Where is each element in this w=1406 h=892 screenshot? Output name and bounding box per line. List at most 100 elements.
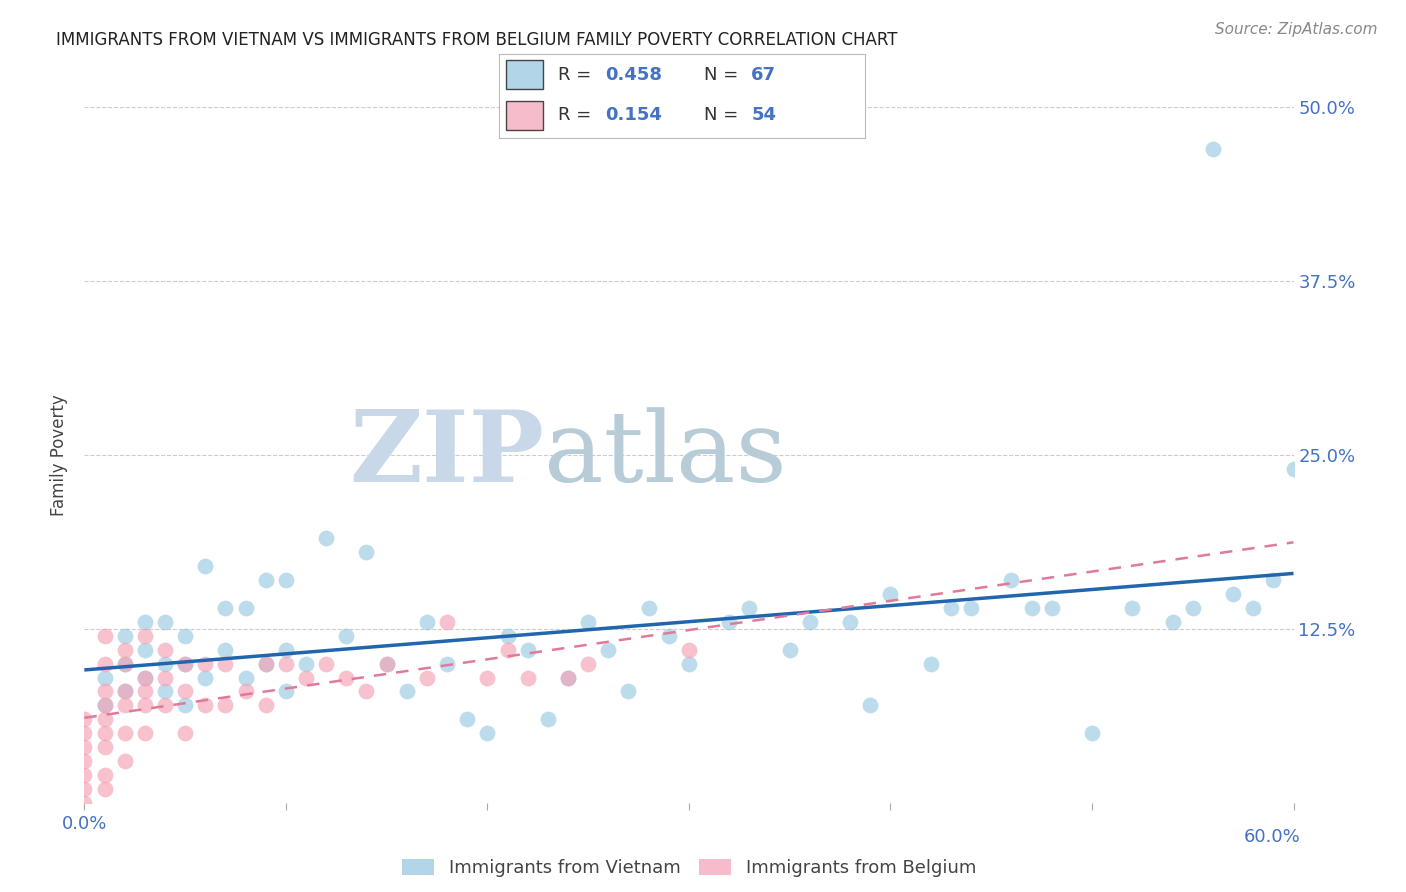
- Point: [93, 629, 115, 643]
- Point: [295, 657, 318, 671]
- Point: [153, 698, 176, 713]
- Point: [516, 671, 538, 685]
- Point: [114, 657, 136, 671]
- Point: [93, 657, 115, 671]
- Text: R =: R =: [558, 66, 596, 84]
- Point: [174, 684, 197, 698]
- Point: [134, 629, 156, 643]
- Point: [114, 642, 136, 657]
- Point: [114, 629, 136, 643]
- Point: [134, 671, 156, 685]
- Point: [436, 657, 458, 671]
- Point: [718, 615, 741, 629]
- Point: [1081, 726, 1104, 740]
- Text: N =: N =: [704, 106, 744, 124]
- Point: [839, 615, 862, 629]
- Point: [235, 671, 257, 685]
- Point: [537, 712, 560, 726]
- Point: [1121, 601, 1143, 615]
- Point: [235, 601, 257, 615]
- Point: [93, 726, 115, 740]
- Point: [214, 698, 236, 713]
- Point: [93, 684, 115, 698]
- Point: [879, 587, 901, 601]
- Point: [1282, 462, 1305, 476]
- Legend: Immigrants from Vietnam, Immigrants from Belgium: Immigrants from Vietnam, Immigrants from…: [395, 852, 983, 884]
- Point: [214, 601, 236, 615]
- Point: [496, 642, 519, 657]
- Point: [375, 657, 398, 671]
- Point: [779, 642, 801, 657]
- Point: [395, 684, 418, 698]
- Text: 67: 67: [751, 66, 776, 84]
- Y-axis label: Family Poverty: Family Poverty: [51, 394, 69, 516]
- Point: [799, 615, 821, 629]
- Point: [214, 642, 236, 657]
- Point: [73, 754, 96, 768]
- Point: [1021, 601, 1043, 615]
- Point: [134, 684, 156, 698]
- Point: [153, 657, 176, 671]
- Point: [315, 657, 337, 671]
- Point: [738, 601, 761, 615]
- Point: [93, 671, 115, 685]
- Point: [134, 671, 156, 685]
- Point: [114, 657, 136, 671]
- Point: [153, 642, 176, 657]
- Point: [134, 642, 156, 657]
- Point: [496, 629, 519, 643]
- Point: [194, 657, 217, 671]
- Point: [416, 671, 439, 685]
- Point: [295, 671, 318, 685]
- Point: [73, 781, 96, 796]
- Point: [73, 796, 96, 810]
- Text: atlas: atlas: [544, 407, 786, 503]
- Point: [114, 754, 136, 768]
- Point: [134, 726, 156, 740]
- Point: [194, 671, 217, 685]
- Point: [254, 698, 277, 713]
- Point: [557, 671, 579, 685]
- Point: [1000, 573, 1022, 587]
- Point: [678, 657, 700, 671]
- Point: [1263, 573, 1285, 587]
- Point: [174, 629, 197, 643]
- Point: [939, 601, 962, 615]
- Point: [960, 601, 983, 615]
- Point: [1241, 601, 1264, 615]
- Point: [557, 671, 579, 685]
- Point: [315, 532, 337, 546]
- Point: [1222, 587, 1244, 601]
- Point: [356, 545, 378, 559]
- Point: [114, 684, 136, 698]
- Point: [678, 642, 700, 657]
- Point: [93, 712, 115, 726]
- Point: [153, 671, 176, 685]
- Point: [174, 657, 197, 671]
- Point: [335, 629, 357, 643]
- Point: [114, 726, 136, 740]
- Text: 54: 54: [751, 106, 776, 124]
- Text: N =: N =: [704, 66, 744, 84]
- Point: [134, 615, 156, 629]
- Point: [456, 712, 478, 726]
- Point: [93, 768, 115, 782]
- Point: [194, 698, 217, 713]
- Point: [416, 615, 439, 629]
- Text: Source: ZipAtlas.com: Source: ZipAtlas.com: [1215, 22, 1378, 37]
- FancyBboxPatch shape: [506, 61, 543, 89]
- Point: [274, 573, 297, 587]
- Point: [637, 601, 659, 615]
- Point: [93, 781, 115, 796]
- Point: [274, 642, 297, 657]
- Point: [436, 615, 458, 629]
- Point: [1161, 615, 1184, 629]
- Text: ZIP: ZIP: [349, 407, 544, 503]
- Point: [516, 642, 538, 657]
- Text: IMMIGRANTS FROM VIETNAM VS IMMIGRANTS FROM BELGIUM FAMILY POVERTY CORRELATION CH: IMMIGRANTS FROM VIETNAM VS IMMIGRANTS FR…: [56, 31, 898, 49]
- Point: [174, 726, 197, 740]
- Point: [73, 712, 96, 726]
- Text: R =: R =: [558, 106, 596, 124]
- Point: [73, 726, 96, 740]
- Point: [335, 671, 357, 685]
